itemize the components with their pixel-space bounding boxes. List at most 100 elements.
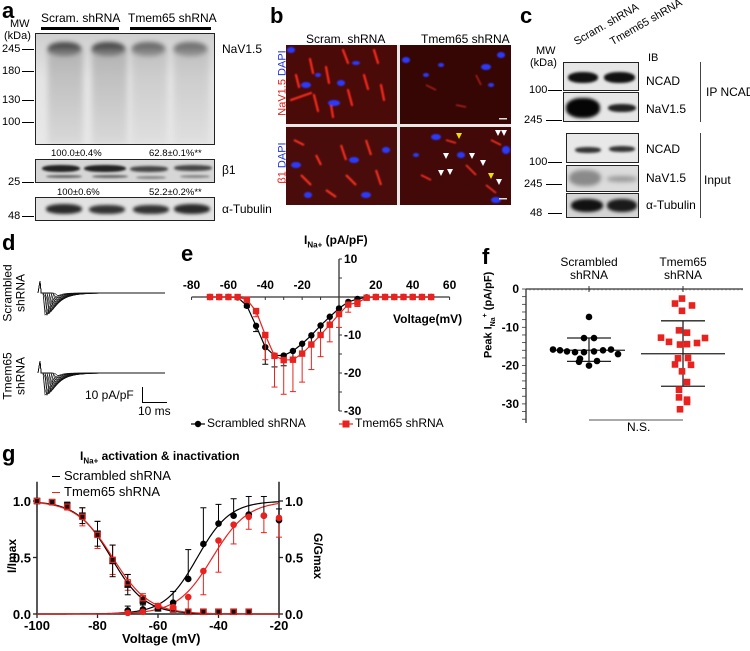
ip-ncad-label: NCAD bbox=[646, 74, 681, 88]
marker-100: 100 bbox=[2, 116, 21, 128]
lane-group-underline bbox=[130, 27, 211, 30]
beta1-quant-scrambled: 100.0±0.4% bbox=[51, 148, 102, 159]
scalebar-y-label: 10 pA/pF bbox=[85, 388, 134, 402]
svg-text:-20: -20 bbox=[344, 366, 362, 380]
kda-label: (kDa) bbox=[4, 30, 31, 42]
panel-label-d: d bbox=[2, 230, 16, 255]
beta1-quant-tmem65: 62.8±0.1%** bbox=[149, 148, 202, 159]
svg-text:0.0: 0.0 bbox=[285, 607, 303, 622]
marker-180: 180 bbox=[2, 65, 21, 77]
chart-g-xlabel: Voltage (mV) bbox=[122, 631, 201, 646]
svg-text:1.0: 1.0 bbox=[285, 494, 303, 509]
chart-g-ylabel-right: G/Gmax bbox=[311, 532, 326, 580]
svg-text:0.5: 0.5 bbox=[13, 551, 31, 566]
svg-text:-100: -100 bbox=[24, 618, 50, 633]
ip-bracket bbox=[700, 62, 702, 122]
svg-text:-60: -60 bbox=[149, 618, 168, 633]
lane-group-scrambled: Scram. shRNA bbox=[41, 11, 121, 25]
marker-245: 245 bbox=[524, 114, 543, 126]
chart-e-xlabel: Voltage(mV) bbox=[393, 312, 463, 326]
legend-g-scrambled: Scrambled shRNA bbox=[52, 469, 171, 482]
svg-text:0.5: 0.5 bbox=[285, 551, 303, 566]
svg-text:-40: -40 bbox=[257, 278, 275, 292]
panel-label-b: b bbox=[270, 3, 284, 28]
marker-48: 48 bbox=[530, 207, 543, 219]
marker-100: 100 bbox=[529, 84, 548, 96]
svg-text:-20: -20 bbox=[502, 359, 520, 373]
input-group-label: Input bbox=[704, 173, 731, 187]
svg-text:-80: -80 bbox=[88, 618, 107, 633]
marker-tick bbox=[546, 120, 562, 122]
svg-text:-80: -80 bbox=[183, 278, 201, 292]
marker-tick bbox=[22, 49, 34, 51]
marker-tick bbox=[22, 182, 34, 184]
marker-tick bbox=[548, 162, 562, 164]
marker-tick bbox=[22, 71, 34, 73]
input-nav15-label: NaV1.5 bbox=[646, 171, 687, 185]
input-ncad-label: NCAD bbox=[646, 142, 681, 156]
nav15-label: NaV1.5 bbox=[222, 42, 263, 56]
tubulin-label: α-Tubulin bbox=[222, 202, 272, 216]
ib-label: IB bbox=[648, 52, 659, 64]
category-tmem65: Tmem65 shRNA bbox=[659, 255, 707, 282]
chart-g-title: INa+ activation & inactivation bbox=[80, 449, 240, 466]
marker-48: 48 bbox=[8, 210, 21, 222]
ns-annotation: N.S. bbox=[627, 420, 651, 434]
legend-scrambled: Scrambled shRNA bbox=[207, 416, 306, 430]
svg-text:-10: -10 bbox=[344, 328, 362, 342]
marker-tick bbox=[22, 100, 34, 102]
input-ncad-blot bbox=[566, 133, 639, 163]
tubulin-quant-scrambled: 100±0.6% bbox=[57, 187, 100, 198]
svg-text:1.0: 1.0 bbox=[13, 494, 31, 509]
svg-text:60: 60 bbox=[443, 278, 457, 292]
panel-label-c: c bbox=[520, 3, 533, 28]
marker-tick bbox=[546, 184, 562, 186]
marker-25: 25 bbox=[8, 176, 21, 188]
marker-245: 245 bbox=[524, 178, 543, 190]
beta1-blot bbox=[35, 159, 215, 183]
marker-tick bbox=[548, 90, 562, 92]
chart-g-ylabel-left: I/Imax bbox=[5, 538, 20, 574]
legend-tmem65: Tmem65 shRNA bbox=[355, 416, 444, 430]
marker-100: 100 bbox=[529, 156, 548, 168]
column-scrambled: Scram. shRNA bbox=[306, 32, 386, 46]
input-tubulin-blot bbox=[566, 193, 639, 218]
marker-130: 130 bbox=[2, 94, 21, 106]
tubulin-quant-tmem65: 52.2±0.2%** bbox=[149, 187, 202, 198]
svg-text:-30: -30 bbox=[502, 397, 520, 411]
marker-tick bbox=[22, 216, 34, 218]
svg-text:-20: -20 bbox=[293, 278, 311, 292]
input-nav15-blot bbox=[566, 165, 639, 192]
svg-text:-40: -40 bbox=[209, 618, 228, 633]
panel-label-g: g bbox=[2, 441, 16, 466]
scalebar-x-label: 10 ms bbox=[138, 404, 171, 418]
chart-e-title: INa+ I_Na+ (pA/pF)(pA/pF) bbox=[304, 233, 368, 250]
scalebar-x bbox=[142, 402, 167, 404]
kda-label: (kDa) bbox=[530, 57, 557, 69]
ip-ncad-blot bbox=[563, 62, 639, 91]
panel-label-e: e bbox=[181, 241, 194, 266]
beta1-label: β1 bbox=[222, 163, 236, 177]
scalebar-y bbox=[142, 387, 144, 403]
panel-label-f: f bbox=[482, 244, 490, 269]
svg-text:-60: -60 bbox=[220, 278, 238, 292]
legend-g-tmem65: Tmem65 shRNA bbox=[52, 485, 160, 498]
svg-text:-20: -20 bbox=[270, 618, 289, 633]
svg-text:-30: -30 bbox=[344, 404, 362, 418]
tubulin-blot bbox=[35, 197, 215, 221]
marker-245: 245 bbox=[2, 43, 21, 55]
ip-ncad-group-label: IP NCAD bbox=[706, 85, 750, 99]
svg-text:-10: -10 bbox=[502, 320, 520, 334]
nav15-blot bbox=[35, 33, 215, 145]
category-scrambled: Scrambled shRNA bbox=[560, 255, 618, 282]
svg-text:20: 20 bbox=[369, 278, 383, 292]
input-bracket bbox=[700, 133, 702, 218]
marker-tick bbox=[548, 213, 562, 215]
input-tubulin-label: α-Tubulin bbox=[646, 198, 696, 212]
lane-group-tmem65: Tmem65 shRNA bbox=[128, 11, 217, 25]
svg-text:0.0: 0.0 bbox=[13, 607, 31, 622]
current-traces bbox=[37, 280, 165, 396]
marker-tick bbox=[22, 122, 34, 124]
